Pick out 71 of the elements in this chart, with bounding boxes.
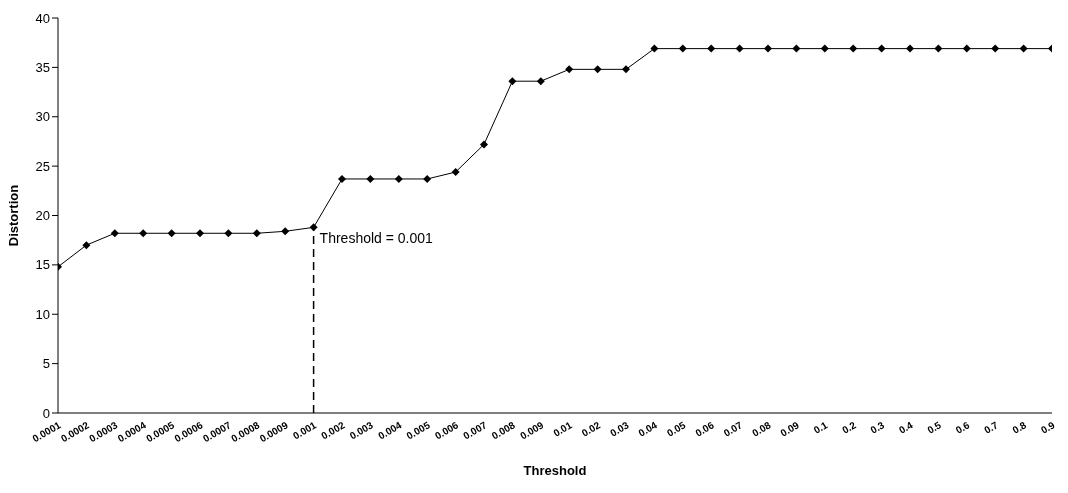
x-tick-label: 0.07 bbox=[721, 419, 745, 439]
x-tick-label: 0.06 bbox=[693, 419, 717, 439]
point bbox=[650, 44, 659, 53]
y-tick-label: 10 bbox=[35, 306, 50, 322]
point bbox=[820, 44, 829, 53]
point bbox=[451, 168, 460, 177]
point bbox=[423, 174, 432, 183]
x-tick-label: 0.006 bbox=[432, 419, 461, 442]
point bbox=[82, 241, 91, 250]
y-tick-label: 30 bbox=[35, 109, 50, 125]
x-tick-label: 0.002 bbox=[319, 419, 347, 442]
y-tick-label: 5 bbox=[42, 356, 50, 372]
x-tick-label: 0.8 bbox=[1010, 419, 1029, 436]
y-tick-label: 25 bbox=[35, 158, 50, 174]
point bbox=[338, 174, 346, 183]
x-tick-label: 0.5 bbox=[925, 419, 944, 436]
y-axis-title: Distortion bbox=[5, 184, 21, 247]
x-tick-label: 0.03 bbox=[608, 419, 631, 439]
point bbox=[480, 140, 488, 149]
point bbox=[196, 229, 204, 238]
point bbox=[962, 44, 971, 53]
point bbox=[394, 174, 403, 183]
x-tick-label: 0.3 bbox=[868, 419, 887, 436]
point bbox=[366, 174, 375, 183]
x-tick-label: 0.04 bbox=[636, 419, 660, 439]
x-tick-label: 0.009 bbox=[518, 419, 546, 442]
point bbox=[309, 223, 318, 232]
point bbox=[906, 44, 914, 53]
point bbox=[792, 44, 801, 53]
point bbox=[991, 44, 1000, 53]
point bbox=[593, 65, 602, 74]
point bbox=[281, 227, 290, 236]
x-tick-label: 0.008 bbox=[489, 419, 518, 442]
x-tick-label: 0.9 bbox=[1039, 419, 1057, 436]
x-tick-label: 0.004 bbox=[376, 419, 404, 442]
x-tick-label: 0.1 bbox=[811, 419, 830, 436]
point bbox=[565, 65, 574, 74]
x-tick-label: 0.02 bbox=[579, 419, 603, 439]
y-tick-label: 40 bbox=[35, 10, 50, 26]
point bbox=[678, 44, 687, 53]
y-tick-label: 15 bbox=[35, 257, 50, 273]
point bbox=[110, 229, 119, 238]
y-tick-label: 20 bbox=[35, 208, 50, 224]
point bbox=[1019, 44, 1028, 53]
point bbox=[139, 229, 148, 238]
point bbox=[735, 44, 744, 53]
point bbox=[622, 65, 630, 74]
y-tick-label: 0 bbox=[42, 405, 50, 421]
x-tick-label: 0.4 bbox=[897, 419, 915, 436]
x-axis-title: Threshold bbox=[523, 463, 587, 478]
point bbox=[252, 229, 261, 238]
point bbox=[508, 77, 517, 86]
point bbox=[224, 229, 233, 238]
point bbox=[536, 77, 545, 86]
x-tick-label: 0.08 bbox=[750, 419, 773, 439]
point bbox=[934, 44, 943, 53]
x-tick-label: 0.01 bbox=[551, 419, 575, 439]
x-tick-label: 0.001 bbox=[290, 419, 319, 442]
ref-line-label: Threshold = 0.001 bbox=[319, 230, 434, 247]
x-tick-label: 0.09 bbox=[778, 419, 802, 439]
x-tick-label: 0.05 bbox=[664, 419, 688, 439]
point bbox=[167, 229, 176, 238]
y-tick-label: 35 bbox=[35, 59, 50, 75]
x-tick-label: 0.7 bbox=[982, 419, 1001, 436]
point bbox=[764, 44, 772, 53]
x-tick-label: 0.6 bbox=[953, 419, 972, 436]
point bbox=[707, 44, 716, 53]
x-tick-label: 0.2 bbox=[840, 419, 859, 436]
x-tick-label: 0.003 bbox=[347, 419, 376, 442]
point bbox=[849, 44, 858, 53]
point bbox=[877, 44, 886, 53]
